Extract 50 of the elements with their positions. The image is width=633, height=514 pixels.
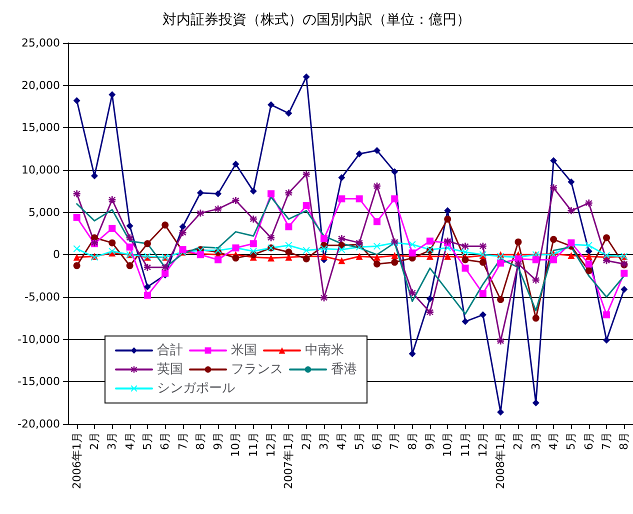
x-tick-label: 7月: [388, 432, 402, 450]
x-tick-label: 3月: [106, 432, 119, 450]
x-tick-label: 8月: [406, 432, 419, 450]
x-tick-label: 6月: [582, 432, 596, 450]
x-tick-label: 4月: [123, 432, 136, 450]
y-tick-label: -20,000: [18, 418, 60, 430]
x-tick-label: 7月: [600, 432, 614, 450]
x-tick-label: 2月: [300, 432, 313, 450]
legend-label: 香港: [331, 362, 357, 377]
x-tick-label: 8月: [618, 432, 631, 450]
y-tick-label: 15,000: [22, 121, 60, 134]
x-tick-label: 4月: [547, 432, 560, 450]
x-tick-label: 3月: [529, 432, 542, 450]
x-tick-label: 4月: [335, 432, 348, 450]
x-tick-label: 2008年1月: [494, 432, 508, 489]
x-tick-label: 5月: [140, 432, 154, 450]
y-tick-label: 25,000: [22, 36, 60, 50]
y-tick-label: 5,000: [28, 206, 60, 219]
x-tick-label: 9月: [423, 432, 436, 450]
x-tick-label: 2月: [88, 432, 101, 450]
chart-title: 対内証券投資（株式）の国別内訳（単位：億円）: [162, 12, 470, 28]
x-tick-label: 2月: [512, 432, 525, 450]
x-tick-label: 3月: [318, 432, 331, 450]
y-tick-label: 20,000: [22, 78, 60, 92]
legend-label: 英国: [157, 362, 183, 377]
x-tick-label: 11月: [246, 432, 260, 457]
x-tick-label: 12月: [476, 432, 490, 457]
x-tick-label: 8月: [194, 432, 207, 450]
x-tick-label: 2006年1月: [70, 432, 84, 489]
x-tick-label: 12月: [264, 432, 278, 457]
x-tick-label: 9月: [212, 432, 225, 450]
legend-label: 合計: [157, 343, 183, 358]
x-tick-label: 10月: [441, 432, 454, 457]
y-tick-label: 10,000: [22, 164, 60, 176]
x-tick-label: 6月: [158, 432, 172, 450]
x-tick-label: 5月: [564, 432, 578, 450]
y-tick-label: -10,000: [18, 332, 60, 346]
legend-label: シンガポール: [157, 381, 235, 396]
x-tick-label: 7月: [176, 432, 190, 450]
x-tick-label: 5月: [352, 432, 366, 450]
legend-label: フランス: [231, 362, 283, 377]
x-tick-label: 2007年1月: [282, 432, 296, 489]
legend-label: 中南米: [305, 343, 344, 358]
y-tick-label: 0: [53, 248, 60, 262]
y-tick-label: -15,000: [18, 375, 60, 388]
x-tick-label: 11月: [458, 432, 472, 457]
y-tick-label: -5,000: [24, 290, 60, 304]
x-tick-label: 10月: [229, 432, 242, 457]
x-tick-label: 6月: [370, 432, 384, 450]
legend-label: 米国: [231, 343, 257, 358]
